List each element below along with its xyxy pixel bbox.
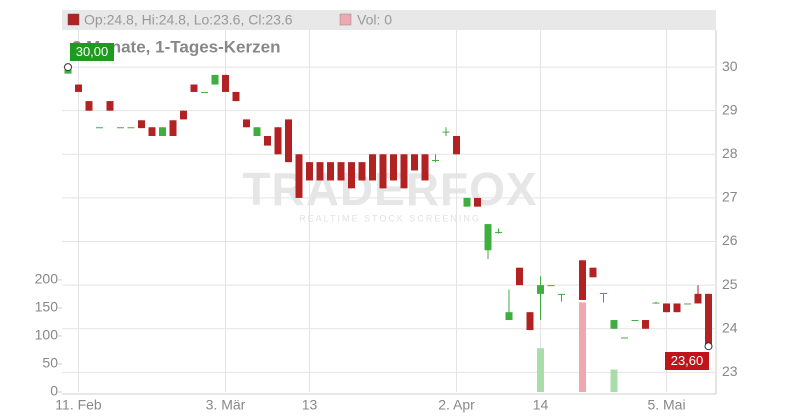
x-tick-label: 5. Mai [647,397,685,413]
candle-body [526,312,534,331]
candle-body [148,127,156,136]
candle-body [652,302,660,304]
y2-tick-label: 100 [35,327,59,343]
candle-body [264,135,271,146]
candle-body [579,260,586,300]
y2-tick-label: 0 [50,383,58,399]
subtitle: 3 Monate, 1-Tages-Kerzen [72,37,280,56]
candle-body [211,74,219,85]
candle-body [621,337,628,339]
candle-body [85,101,93,111]
y2-tick-label: 150 [35,299,59,315]
candle-body [442,131,450,133]
price-badge [665,352,709,370]
candle-body [358,162,366,181]
x-tick-label: 11. Feb [55,397,102,413]
candle-body [316,162,324,181]
candle-body [547,285,555,287]
y2-tick-label: 200 [35,271,59,287]
y-tick-label: 30 [722,58,738,74]
candle-body [537,285,544,294]
y2-tick-label: 50 [42,355,58,371]
vol-readout: Vol: 0 [357,12,392,28]
candle-body [96,127,103,129]
candle-body [379,154,387,189]
candle-body [348,162,355,189]
price-marker [64,63,72,72]
candle-body [589,267,597,278]
candle-body [642,320,649,329]
candle-body [558,293,565,295]
candle-body [180,110,187,120]
candle-body [295,154,303,198]
x-tick-label: 3. Mär [206,397,246,413]
candle-body [274,127,282,155]
candle-body [117,127,124,129]
price-marker [704,342,713,351]
candle-body [673,303,681,313]
candle-body [190,84,198,92]
candle-body [127,127,135,129]
candle-body [495,231,502,233]
y-tick-label: 26 [722,232,738,248]
candle-body [64,69,72,74]
candle-body [610,320,618,329]
candle-body [285,119,292,163]
watermark: TRADERFOX [242,163,537,215]
x-tick-label: 13 [302,397,318,413]
y-tick-label: 27 [722,189,738,205]
y-tick-label: 24 [722,319,738,335]
ohlc-swatch [67,13,80,26]
candle-body [463,197,471,207]
y-tick-label: 28 [722,145,738,161]
candle-body [432,159,439,161]
candle-body [516,267,523,286]
candle-body [400,154,408,189]
x-tick-label: 2. Apr [438,397,475,413]
candle-body [631,320,639,322]
candle-body [663,303,670,313]
candle-body [600,292,607,294]
price-badge-label: 23,60 [671,353,704,368]
candle-body [369,154,376,181]
candle-body [337,162,345,181]
volume-bar [579,302,586,392]
y-tick-label: 23 [722,363,738,379]
candle-body [390,154,397,181]
price-badge-label: 30,00 [76,44,109,59]
candle-body [243,119,250,128]
candle-body [684,303,691,305]
candle-body [421,154,429,181]
ohlc-readout: Op:24.8, Hi:24.8, Lo:23.6, Cl:23.6 [84,12,293,28]
vol-swatch [339,13,352,26]
x-tick-label: 14 [533,397,549,413]
candle-body [222,74,229,92]
candle-body [106,101,114,111]
candle-body [411,154,418,171]
candle-body [453,135,460,155]
candle-body [505,312,513,321]
candle-body [306,162,313,181]
y-tick-label: 25 [722,276,738,292]
candle-body [474,197,481,207]
candle-body [201,91,208,93]
candle-body [75,84,82,92]
volume-bar [537,348,544,392]
candle-body [169,120,177,136]
candle-body [705,293,712,347]
candle-body [138,120,145,129]
y-tick-label: 29 [722,101,738,117]
price-badge [70,43,114,61]
candle-body [232,91,240,102]
candle-body [327,162,334,181]
volume-bar [610,369,618,392]
candle-body [253,127,261,136]
candle-body [159,127,166,136]
watermark-sub: REALTIME STOCK SCREENING [299,213,481,223]
candle-body [694,293,702,304]
header-bar [62,10,716,30]
candle-body [484,224,492,251]
